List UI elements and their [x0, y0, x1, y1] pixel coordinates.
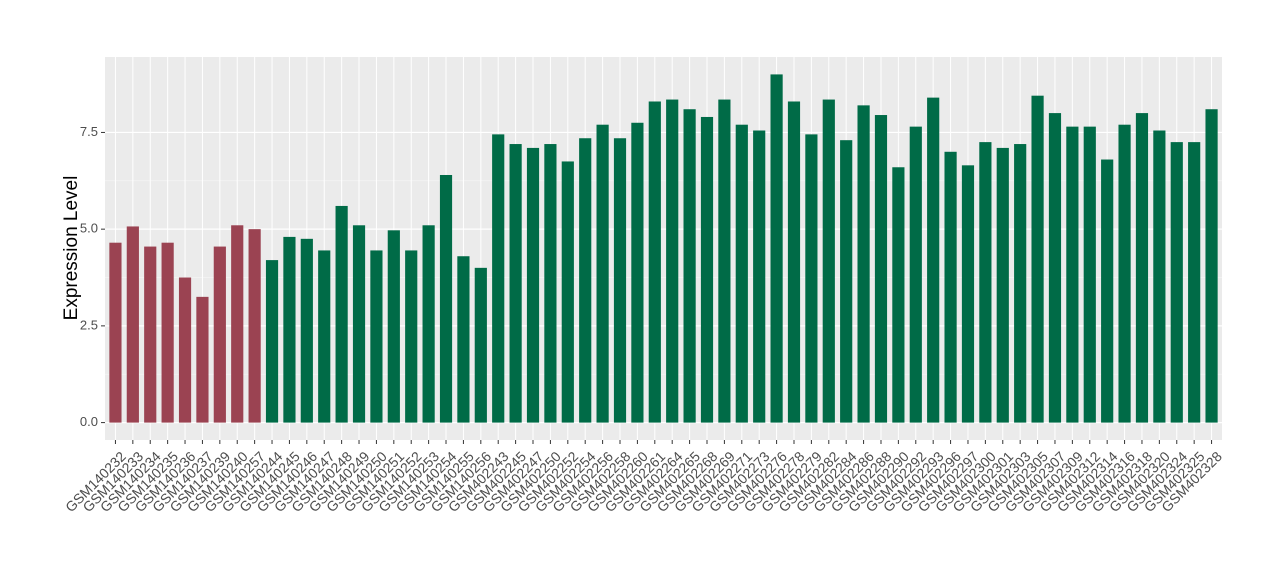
bar: [283, 236, 296, 423]
bar: [405, 250, 418, 423]
bar: [352, 225, 366, 423]
bar: [144, 246, 157, 423]
bar: [1118, 124, 1131, 423]
bar: [927, 97, 940, 423]
bar: [1170, 142, 1183, 423]
bar: [439, 174, 453, 423]
bar: [735, 124, 748, 423]
bar: [474, 267, 487, 423]
bar: [526, 147, 540, 423]
bar: [1135, 113, 1149, 423]
bar: [422, 225, 435, 423]
bar: [613, 138, 627, 423]
bar: [561, 161, 574, 423]
bar: [231, 225, 244, 423]
bar: [370, 250, 383, 423]
bar: [544, 144, 557, 423]
bar: [700, 116, 714, 423]
bar: [1205, 109, 1218, 423]
bar: [718, 99, 731, 423]
bar: [874, 115, 888, 423]
bar: [126, 226, 139, 423]
bar: [857, 105, 870, 423]
bar: [979, 142, 992, 423]
bar: [631, 122, 644, 423]
bar: [109, 242, 122, 423]
bar: [1188, 142, 1201, 423]
bar: [996, 147, 1009, 423]
bar: [892, 167, 905, 423]
bar: [1153, 130, 1166, 423]
y-tick-label: 2.5: [80, 317, 98, 332]
bar: [1101, 159, 1114, 423]
bar: [944, 151, 957, 423]
bar: [457, 256, 470, 423]
bar: [178, 277, 192, 423]
bar: [1083, 126, 1096, 423]
bar: [787, 101, 801, 423]
bar: [335, 205, 348, 423]
bar: [805, 134, 818, 423]
bar: [509, 144, 522, 423]
bar: [1014, 144, 1027, 423]
bar: [196, 296, 209, 423]
bar: [213, 246, 226, 423]
y-tick-label: 0.0: [80, 414, 98, 429]
bar: [648, 101, 661, 423]
y-axis-title: Expression Level: [61, 176, 82, 321]
bar: [492, 134, 505, 423]
bar: [265, 260, 279, 423]
bar: [1066, 126, 1079, 423]
bar: [248, 229, 261, 423]
bar: [909, 126, 922, 423]
bar: [318, 250, 331, 423]
bar: [579, 138, 592, 423]
bar: [300, 238, 313, 423]
bar: [840, 140, 853, 423]
bar: [753, 130, 766, 423]
bar: [961, 165, 975, 423]
y-tick-label: 5.0: [80, 221, 98, 236]
bar: [666, 99, 679, 423]
bar: [387, 230, 400, 423]
bar: [1031, 95, 1044, 423]
bar: [770, 74, 783, 423]
bar: [822, 99, 835, 423]
y-tick-label: 7.5: [80, 124, 98, 139]
bar: [596, 124, 609, 423]
bar: [161, 242, 174, 423]
bar: [1048, 113, 1062, 423]
bar: [683, 109, 696, 423]
